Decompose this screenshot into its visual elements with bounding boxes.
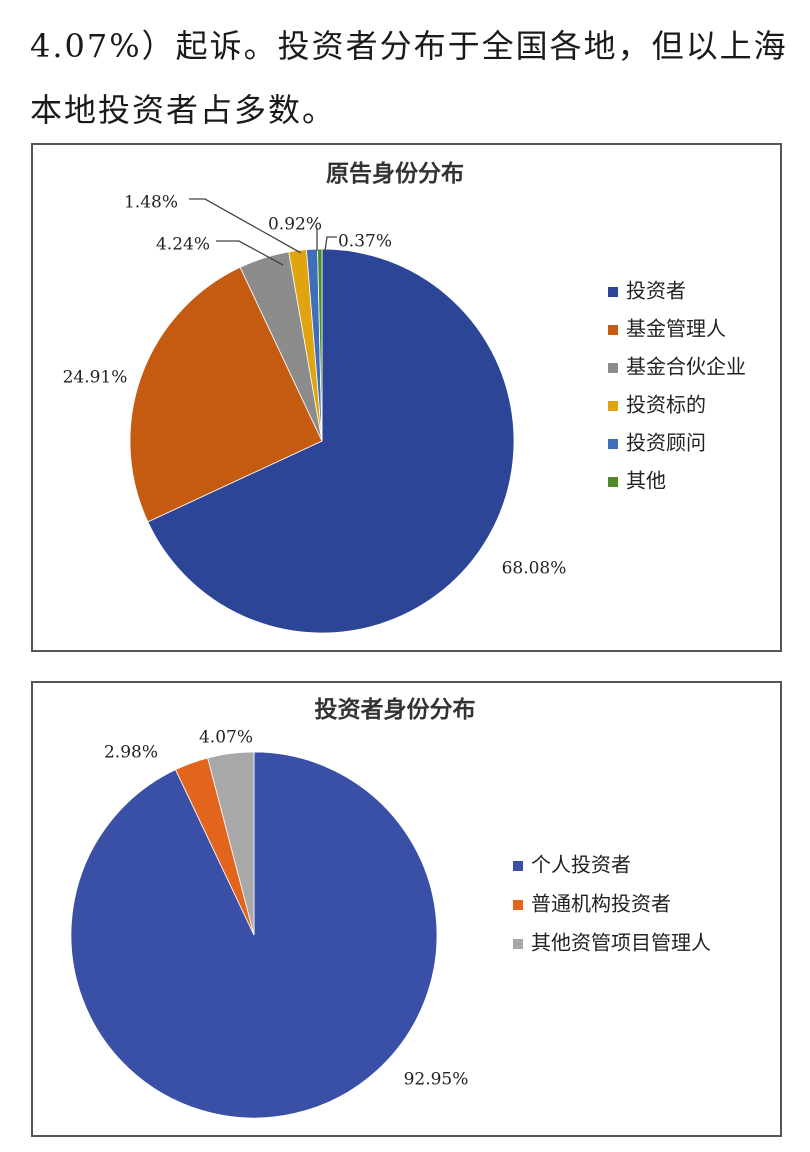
intro-paragraph: 4.07%）起诉。投资者分布于全国各地，但以上海 本地投资者占多数。 (30, 14, 790, 142)
legend-swatch (513, 900, 523, 910)
legend-swatch (513, 861, 523, 871)
legend-label: 普通机构投资者 (531, 892, 671, 916)
chart-title: 投资者身份分布 (315, 696, 476, 723)
leader-line (189, 198, 302, 254)
legend-label: 个人投资者 (531, 853, 631, 877)
legend-swatch (608, 325, 618, 335)
legend-label: 基金管理人 (626, 317, 726, 341)
data-label: 0.92% (268, 215, 322, 235)
plaintiff-identity-chart: 原告身份分布 68.08% 24.91% 4.24% 1.48% 0.92% 0.37% … (31, 143, 782, 652)
legend-label: 投资标的 (626, 393, 706, 417)
legend-swatch (513, 939, 523, 949)
data-label: 68.08% (502, 559, 567, 579)
intro-line-2: 本地投资者占多数。 (30, 91, 337, 129)
data-label: 1.48% (124, 193, 178, 213)
plaintiff-pie-svg: 原告身份分布 68.08%24.91%4.24%1.48%0.92%0.37% … (63, 160, 746, 634)
legend-swatch (608, 363, 618, 373)
chart-title: 原告身份分布 (326, 160, 464, 187)
legend-swatch (608, 401, 618, 411)
legend-swatch (608, 477, 618, 487)
data-label: 24.91% (63, 368, 128, 388)
data-label: 4.24% (156, 235, 210, 255)
investor-pie-svg: 投资者身份分布 92.95% 2.98% 4.07% 个人投资者普通机构投资者其他资… (70, 696, 711, 1119)
legend-label: 其他 (626, 469, 666, 493)
legend-label: 其他资管项目管理人 (531, 931, 711, 955)
legend-label: 投资者 (626, 279, 686, 303)
leader-line (216, 240, 284, 266)
data-label: 92.95% (404, 1070, 469, 1090)
intro-line-1: 4.07%）起诉。投资者分布于全国各地，但以上海 (30, 27, 788, 65)
data-label: 2.98% (104, 743, 158, 763)
leader-line (324, 236, 337, 252)
data-label: 4.07% (199, 728, 253, 748)
legend-swatch (608, 439, 618, 449)
legend-label: 投资顾问 (626, 431, 706, 455)
pie-slice (207, 751, 255, 936)
investor-identity-chart: 投资者身份分布 92.95% 2.98% 4.07% 个人投资者普通机构投资者其他资… (31, 681, 782, 1137)
pie-slice (129, 266, 323, 523)
pie-slice (147, 248, 515, 634)
legend-swatch (608, 287, 618, 297)
legend-label: 基金合伙企业 (626, 355, 746, 379)
data-label: 0.37% (338, 232, 392, 252)
